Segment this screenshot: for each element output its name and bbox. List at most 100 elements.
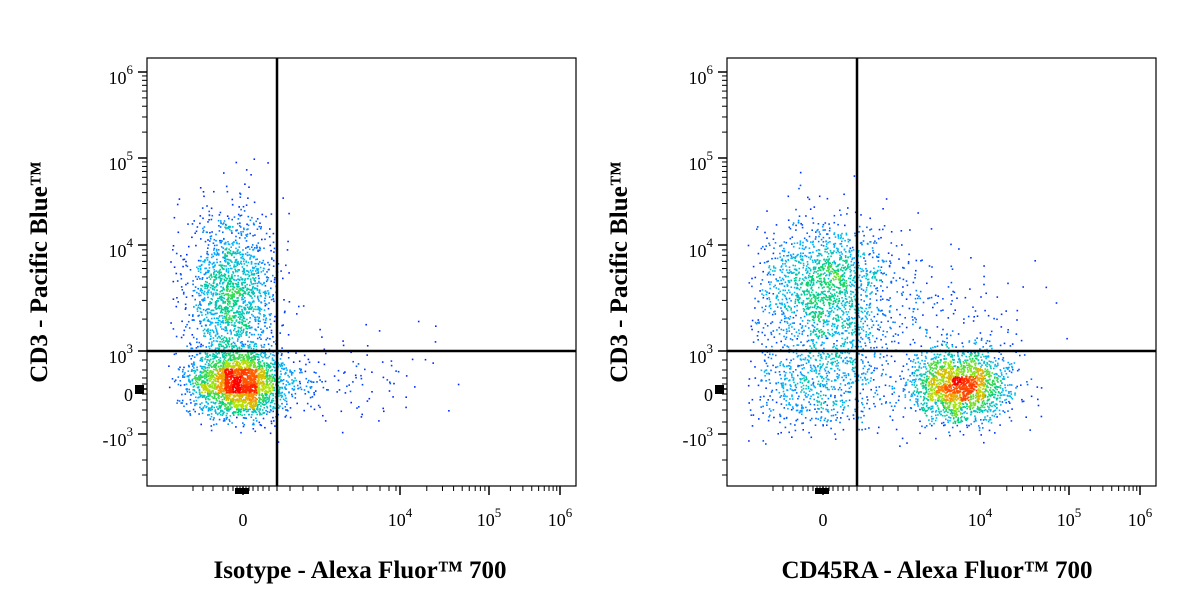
event-point: [179, 384, 182, 387]
event-point: [874, 405, 876, 408]
event-point: [233, 312, 235, 314]
event-point: [227, 322, 229, 324]
event-point: [231, 337, 234, 339]
event-point: [890, 231, 893, 233]
event-point: [263, 282, 265, 285]
event-point: [231, 375, 234, 377]
event-point: [241, 391, 244, 393]
event-point: [231, 277, 234, 279]
event-point: [294, 392, 297, 395]
event-point: [801, 226, 804, 229]
event-point: [223, 373, 226, 376]
event-point: [231, 198, 234, 201]
event-point: [214, 373, 216, 376]
event-point: [251, 333, 253, 336]
event-point: [245, 410, 248, 413]
event-point: [242, 377, 244, 379]
event-point: [966, 424, 968, 427]
event-point: [242, 301, 245, 303]
event-point: [272, 366, 275, 368]
event-point: [950, 294, 953, 296]
event-point: [240, 372, 243, 375]
event-point: [254, 279, 256, 282]
event-point: [198, 292, 200, 295]
event-point: [787, 219, 790, 221]
event-point: [233, 414, 235, 416]
event-point: [219, 277, 222, 280]
event-point: [206, 405, 208, 408]
event-point: [247, 359, 249, 362]
event-point: [233, 378, 236, 381]
event-point: [902, 278, 905, 281]
event-point: [248, 357, 251, 359]
event-point: [268, 397, 270, 400]
event-point: [785, 358, 788, 361]
event-point: [874, 340, 876, 343]
event-point: [826, 404, 829, 407]
event-point: [237, 390, 239, 393]
event-point: [882, 208, 884, 210]
event-point: [220, 246, 223, 248]
event-point: [252, 369, 255, 372]
event-point: [761, 331, 764, 334]
event-point: [839, 209, 841, 212]
event-point: [349, 390, 352, 393]
event-point: [239, 389, 241, 391]
event-point: [754, 276, 757, 279]
event-point: [196, 353, 199, 356]
event-point: [235, 241, 238, 244]
event-point: [208, 347, 211, 350]
event-point: [244, 371, 246, 374]
event-point: [262, 270, 264, 272]
event-point: [868, 253, 870, 256]
event-point: [245, 260, 248, 263]
event-point: [263, 398, 265, 401]
event-point: [204, 404, 206, 407]
event-point: [262, 330, 265, 332]
event-point: [236, 288, 238, 290]
event-point: [767, 419, 770, 422]
event-point: [182, 258, 184, 261]
event-point: [752, 341, 755, 343]
event-point: [230, 321, 233, 324]
event-point: [269, 353, 272, 355]
event-point: [200, 384, 203, 386]
event-point: [232, 285, 234, 288]
event-point: [268, 355, 271, 358]
event-point: [254, 391, 256, 393]
event-point: [202, 344, 204, 347]
event-point: [265, 367, 268, 369]
event-point: [197, 306, 199, 309]
event-point: [260, 301, 262, 303]
event-point: [173, 266, 176, 268]
event-point: [200, 343, 202, 346]
event-point: [217, 276, 220, 279]
event-point: [185, 264, 187, 267]
event-point: [242, 249, 244, 251]
event-point: [777, 433, 779, 435]
event-point: [278, 395, 280, 397]
event-point: [230, 406, 232, 408]
event-point: [205, 371, 207, 373]
event-point: [970, 257, 972, 259]
event-point: [227, 261, 229, 264]
event-point: [265, 383, 267, 386]
event-point: [216, 353, 219, 355]
event-point: [225, 322, 227, 324]
event-point: [205, 330, 208, 332]
event-point: [265, 402, 268, 405]
event-point: [257, 298, 260, 301]
event-point: [209, 377, 212, 380]
event-point: [234, 376, 237, 379]
event-point: [261, 360, 264, 362]
event-point: [257, 386, 259, 388]
event-point: [290, 372, 293, 375]
event-point: [249, 305, 251, 308]
event-point: [795, 419, 797, 422]
event-point: [897, 342, 900, 344]
event-point: [344, 371, 346, 373]
event-point: [246, 228, 248, 231]
event-point: [246, 303, 249, 306]
event-point: [236, 407, 238, 409]
event-point: [170, 261, 172, 263]
